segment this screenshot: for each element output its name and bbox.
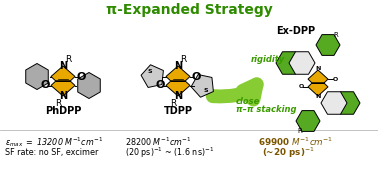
Polygon shape: [296, 111, 320, 131]
Text: S: S: [148, 69, 152, 74]
Text: O: O: [155, 80, 165, 90]
Text: SF rate: no SF, excimer: SF rate: no SF, excimer: [5, 149, 98, 158]
Text: R: R: [297, 128, 302, 134]
Text: Ex-DPP: Ex-DPP: [276, 26, 316, 36]
Text: R: R: [55, 99, 61, 108]
Text: O: O: [298, 84, 304, 89]
Text: N: N: [174, 91, 182, 101]
Text: $\varepsilon_{max}$ $=$ 13200 $M^{-1}cm^{-1}$: $\varepsilon_{max}$ $=$ 13200 $M^{-1}cm^…: [5, 135, 103, 149]
Text: π-Expanded Strategy: π-Expanded Strategy: [105, 3, 273, 17]
Polygon shape: [51, 81, 75, 96]
FancyArrowPatch shape: [213, 84, 257, 99]
Text: 28200 $M^{-1}cm^{-1}$: 28200 $M^{-1}cm^{-1}$: [125, 136, 191, 148]
Text: π–π stacking: π–π stacking: [236, 105, 296, 114]
Polygon shape: [166, 66, 190, 81]
Polygon shape: [334, 92, 360, 114]
Text: R: R: [334, 32, 338, 38]
Text: S: S: [204, 88, 208, 93]
Polygon shape: [166, 81, 190, 96]
Text: N: N: [174, 61, 182, 71]
Polygon shape: [78, 73, 100, 99]
Polygon shape: [308, 70, 328, 83]
Polygon shape: [316, 35, 340, 55]
Text: O: O: [332, 77, 338, 82]
Text: N: N: [59, 61, 67, 71]
Text: O: O: [40, 80, 50, 90]
Text: close: close: [236, 96, 260, 105]
Text: R: R: [170, 99, 176, 108]
Text: N: N: [315, 95, 321, 99]
Text: N: N: [59, 91, 67, 101]
Text: (~20 ps)$^{-1}$: (~20 ps)$^{-1}$: [262, 146, 314, 160]
Text: PhDPP: PhDPP: [45, 106, 81, 116]
Polygon shape: [308, 83, 328, 96]
Polygon shape: [276, 52, 302, 74]
Polygon shape: [321, 92, 347, 114]
Polygon shape: [289, 52, 315, 74]
Text: (20 ps)$^{-1}$ ~ (1.6 ns)$^{-1}$: (20 ps)$^{-1}$ ~ (1.6 ns)$^{-1}$: [125, 146, 214, 160]
Text: R: R: [180, 55, 186, 64]
Polygon shape: [51, 66, 75, 81]
Polygon shape: [191, 74, 214, 97]
Text: TDPP: TDPP: [164, 106, 192, 116]
Text: N: N: [315, 67, 321, 71]
Text: O: O: [191, 71, 201, 82]
Text: R: R: [65, 55, 71, 64]
Text: rigidity: rigidity: [251, 55, 285, 64]
Polygon shape: [141, 65, 163, 87]
Text: O: O: [76, 71, 86, 82]
Text: 69900 $M^{-1}cm^{-1}$: 69900 $M^{-1}cm^{-1}$: [258, 136, 333, 148]
Polygon shape: [26, 64, 48, 89]
